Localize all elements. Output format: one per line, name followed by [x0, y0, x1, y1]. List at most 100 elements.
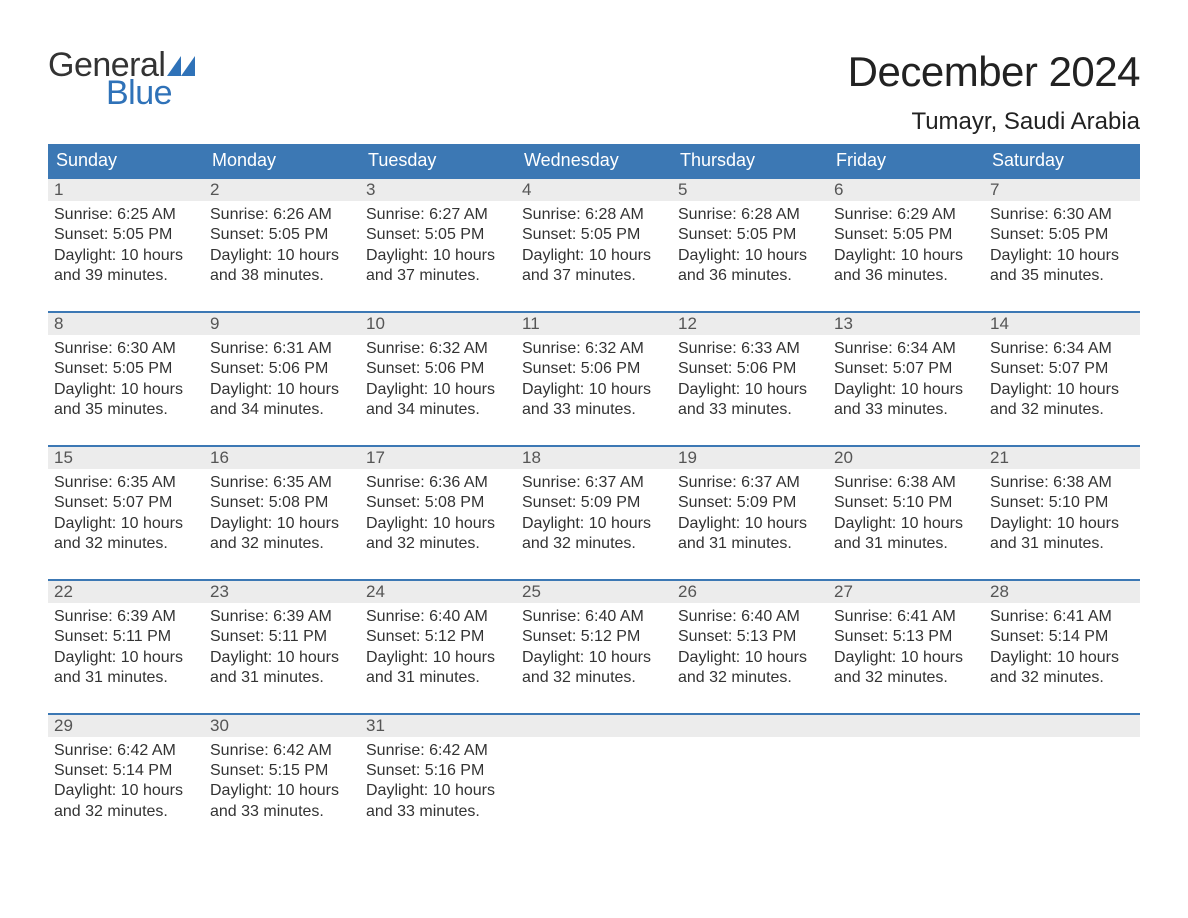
sunset-text: Sunset: 5:05 PM — [678, 225, 822, 245]
day-body: Sunrise: 6:33 AMSunset: 5:06 PMDaylight:… — [672, 335, 828, 427]
location-label: Tumayr, Saudi Arabia — [848, 108, 1140, 136]
day-number: 27 — [828, 581, 984, 603]
day-cell: 17Sunrise: 6:36 AMSunset: 5:08 PMDayligh… — [360, 447, 516, 561]
sunset-text: Sunset: 5:10 PM — [990, 493, 1134, 513]
day-cell: 19Sunrise: 6:37 AMSunset: 5:09 PMDayligh… — [672, 447, 828, 561]
day-number: 14 — [984, 313, 1140, 335]
daylight-text: Daylight: 10 hours and 31 minutes. — [54, 648, 198, 689]
day-number: 1 — [48, 179, 204, 201]
day-cell: 29Sunrise: 6:42 AMSunset: 5:14 PMDayligh… — [48, 715, 204, 829]
day-body: Sunrise: 6:35 AMSunset: 5:07 PMDaylight:… — [48, 469, 204, 561]
sunrise-text: Sunrise: 6:41 AM — [990, 607, 1134, 627]
daylight-text: Daylight: 10 hours and 31 minutes. — [366, 648, 510, 689]
sunrise-text: Sunrise: 6:34 AM — [834, 339, 978, 359]
daylight-text: Daylight: 10 hours and 38 minutes. — [210, 246, 354, 287]
day-number: 22 — [48, 581, 204, 603]
daylight-text: Daylight: 10 hours and 33 minutes. — [210, 781, 354, 822]
sunset-text: Sunset: 5:13 PM — [834, 627, 978, 647]
brand-logo: General Blue — [48, 48, 195, 110]
day-cell: 22Sunrise: 6:39 AMSunset: 5:11 PMDayligh… — [48, 581, 204, 695]
daylight-text: Daylight: 10 hours and 36 minutes. — [834, 246, 978, 287]
day-body: Sunrise: 6:38 AMSunset: 5:10 PMDaylight:… — [984, 469, 1140, 561]
daylight-text: Daylight: 10 hours and 32 minutes. — [522, 648, 666, 689]
daylight-text: Daylight: 10 hours and 39 minutes. — [54, 246, 198, 287]
daylight-text: Daylight: 10 hours and 31 minutes. — [834, 514, 978, 555]
day-body: Sunrise: 6:37 AMSunset: 5:09 PMDaylight:… — [516, 469, 672, 561]
weekday-header-row: SundayMondayTuesdayWednesdayThursdayFrid… — [48, 144, 1140, 177]
day-body: Sunrise: 6:35 AMSunset: 5:08 PMDaylight:… — [204, 469, 360, 561]
sunrise-text: Sunrise: 6:38 AM — [990, 473, 1134, 493]
day-number — [984, 715, 1140, 737]
day-number: 4 — [516, 179, 672, 201]
daylight-text: Daylight: 10 hours and 32 minutes. — [54, 781, 198, 822]
sunrise-text: Sunrise: 6:38 AM — [834, 473, 978, 493]
day-number: 24 — [360, 581, 516, 603]
day-body: Sunrise: 6:41 AMSunset: 5:14 PMDaylight:… — [984, 603, 1140, 695]
day-cell: 11Sunrise: 6:32 AMSunset: 5:06 PMDayligh… — [516, 313, 672, 427]
day-cell: 26Sunrise: 6:40 AMSunset: 5:13 PMDayligh… — [672, 581, 828, 695]
weekday-tuesday: Tuesday — [360, 144, 516, 177]
day-body: Sunrise: 6:40 AMSunset: 5:12 PMDaylight:… — [516, 603, 672, 695]
day-number: 13 — [828, 313, 984, 335]
daylight-text: Daylight: 10 hours and 32 minutes. — [366, 514, 510, 555]
sunset-text: Sunset: 5:07 PM — [54, 493, 198, 513]
brand-word-2: Blue — [106, 76, 195, 110]
daylight-text: Daylight: 10 hours and 32 minutes. — [522, 514, 666, 555]
day-cell: 21Sunrise: 6:38 AMSunset: 5:10 PMDayligh… — [984, 447, 1140, 561]
sunrise-text: Sunrise: 6:35 AM — [54, 473, 198, 493]
week-row: 22Sunrise: 6:39 AMSunset: 5:11 PMDayligh… — [48, 579, 1140, 695]
day-body: Sunrise: 6:28 AMSunset: 5:05 PMDaylight:… — [516, 201, 672, 293]
sunset-text: Sunset: 5:07 PM — [990, 359, 1134, 379]
day-cell — [984, 715, 1140, 829]
day-body: Sunrise: 6:30 AMSunset: 5:05 PMDaylight:… — [48, 335, 204, 427]
sunset-text: Sunset: 5:09 PM — [678, 493, 822, 513]
day-cell: 3Sunrise: 6:27 AMSunset: 5:05 PMDaylight… — [360, 179, 516, 293]
sunset-text: Sunset: 5:05 PM — [366, 225, 510, 245]
day-cell: 24Sunrise: 6:40 AMSunset: 5:12 PMDayligh… — [360, 581, 516, 695]
day-number: 20 — [828, 447, 984, 469]
day-body: Sunrise: 6:34 AMSunset: 5:07 PMDaylight:… — [828, 335, 984, 427]
day-cell: 4Sunrise: 6:28 AMSunset: 5:05 PMDaylight… — [516, 179, 672, 293]
sunset-text: Sunset: 5:05 PM — [522, 225, 666, 245]
weekday-saturday: Saturday — [984, 144, 1140, 177]
day-number: 7 — [984, 179, 1140, 201]
day-number — [828, 715, 984, 737]
daylight-text: Daylight: 10 hours and 33 minutes. — [834, 380, 978, 421]
sunset-text: Sunset: 5:05 PM — [210, 225, 354, 245]
daylight-text: Daylight: 10 hours and 35 minutes. — [54, 380, 198, 421]
day-cell: 7Sunrise: 6:30 AMSunset: 5:05 PMDaylight… — [984, 179, 1140, 293]
daylight-text: Daylight: 10 hours and 37 minutes. — [522, 246, 666, 287]
day-body: Sunrise: 6:34 AMSunset: 5:07 PMDaylight:… — [984, 335, 1140, 427]
day-number: 11 — [516, 313, 672, 335]
sunset-text: Sunset: 5:06 PM — [210, 359, 354, 379]
sunset-text: Sunset: 5:15 PM — [210, 761, 354, 781]
day-cell: 6Sunrise: 6:29 AMSunset: 5:05 PMDaylight… — [828, 179, 984, 293]
sunrise-text: Sunrise: 6:27 AM — [366, 205, 510, 225]
sunrise-text: Sunrise: 6:30 AM — [54, 339, 198, 359]
day-cell — [672, 715, 828, 829]
day-cell — [828, 715, 984, 829]
day-body: Sunrise: 6:26 AMSunset: 5:05 PMDaylight:… — [204, 201, 360, 293]
day-cell: 10Sunrise: 6:32 AMSunset: 5:06 PMDayligh… — [360, 313, 516, 427]
day-cell: 16Sunrise: 6:35 AMSunset: 5:08 PMDayligh… — [204, 447, 360, 561]
day-body: Sunrise: 6:27 AMSunset: 5:05 PMDaylight:… — [360, 201, 516, 293]
sunrise-text: Sunrise: 6:34 AM — [990, 339, 1134, 359]
day-cell: 28Sunrise: 6:41 AMSunset: 5:14 PMDayligh… — [984, 581, 1140, 695]
sunset-text: Sunset: 5:06 PM — [678, 359, 822, 379]
sunset-text: Sunset: 5:05 PM — [990, 225, 1134, 245]
calendar-weeks: 1Sunrise: 6:25 AMSunset: 5:05 PMDaylight… — [48, 177, 1140, 828]
sunset-text: Sunset: 5:14 PM — [990, 627, 1134, 647]
day-cell: 25Sunrise: 6:40 AMSunset: 5:12 PMDayligh… — [516, 581, 672, 695]
sunrise-text: Sunrise: 6:33 AM — [678, 339, 822, 359]
day-number: 8 — [48, 313, 204, 335]
day-body: Sunrise: 6:39 AMSunset: 5:11 PMDaylight:… — [48, 603, 204, 695]
header: General Blue December 2024 Tumayr, Saudi… — [48, 48, 1140, 136]
day-cell: 9Sunrise: 6:31 AMSunset: 5:06 PMDaylight… — [204, 313, 360, 427]
daylight-text: Daylight: 10 hours and 31 minutes. — [678, 514, 822, 555]
day-body: Sunrise: 6:38 AMSunset: 5:10 PMDaylight:… — [828, 469, 984, 561]
day-number: 12 — [672, 313, 828, 335]
sunset-text: Sunset: 5:14 PM — [54, 761, 198, 781]
day-number: 16 — [204, 447, 360, 469]
day-number: 18 — [516, 447, 672, 469]
day-cell: 5Sunrise: 6:28 AMSunset: 5:05 PMDaylight… — [672, 179, 828, 293]
